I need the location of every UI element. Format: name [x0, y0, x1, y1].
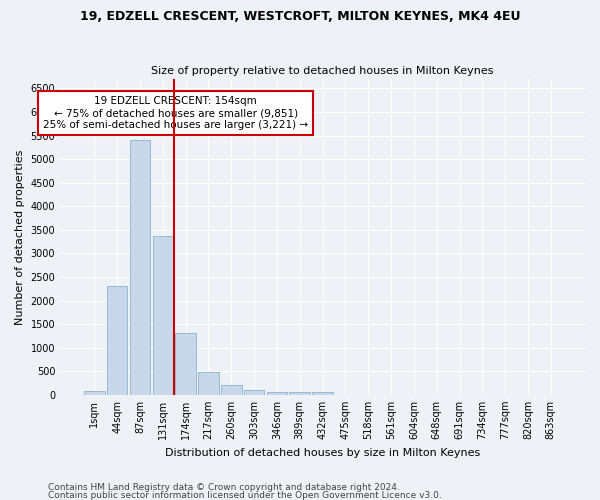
- Bar: [221, 386, 242, 395]
- Bar: [313, 392, 333, 395]
- Y-axis label: Number of detached properties: Number of detached properties: [15, 149, 25, 324]
- Text: 19, EDZELL CRESCENT, WESTCROFT, MILTON KEYNES, MK4 4EU: 19, EDZELL CRESCENT, WESTCROFT, MILTON K…: [80, 10, 520, 23]
- Bar: [84, 392, 104, 395]
- X-axis label: Distribution of detached houses by size in Milton Keynes: Distribution of detached houses by size …: [165, 448, 480, 458]
- Text: Contains public sector information licensed under the Open Government Licence v3: Contains public sector information licen…: [48, 490, 442, 500]
- Bar: [107, 286, 127, 395]
- Bar: [152, 236, 173, 395]
- Title: Size of property relative to detached houses in Milton Keynes: Size of property relative to detached ho…: [151, 66, 494, 76]
- Bar: [289, 392, 310, 395]
- Text: Contains HM Land Registry data © Crown copyright and database right 2024.: Contains HM Land Registry data © Crown c…: [48, 484, 400, 492]
- Bar: [244, 390, 265, 395]
- Bar: [175, 333, 196, 395]
- Bar: [266, 392, 287, 395]
- Bar: [198, 372, 219, 395]
- Bar: [130, 140, 150, 395]
- Text: 19 EDZELL CRESCENT: 154sqm
← 75% of detached houses are smaller (9,851)
25% of s: 19 EDZELL CRESCENT: 154sqm ← 75% of deta…: [43, 96, 308, 130]
